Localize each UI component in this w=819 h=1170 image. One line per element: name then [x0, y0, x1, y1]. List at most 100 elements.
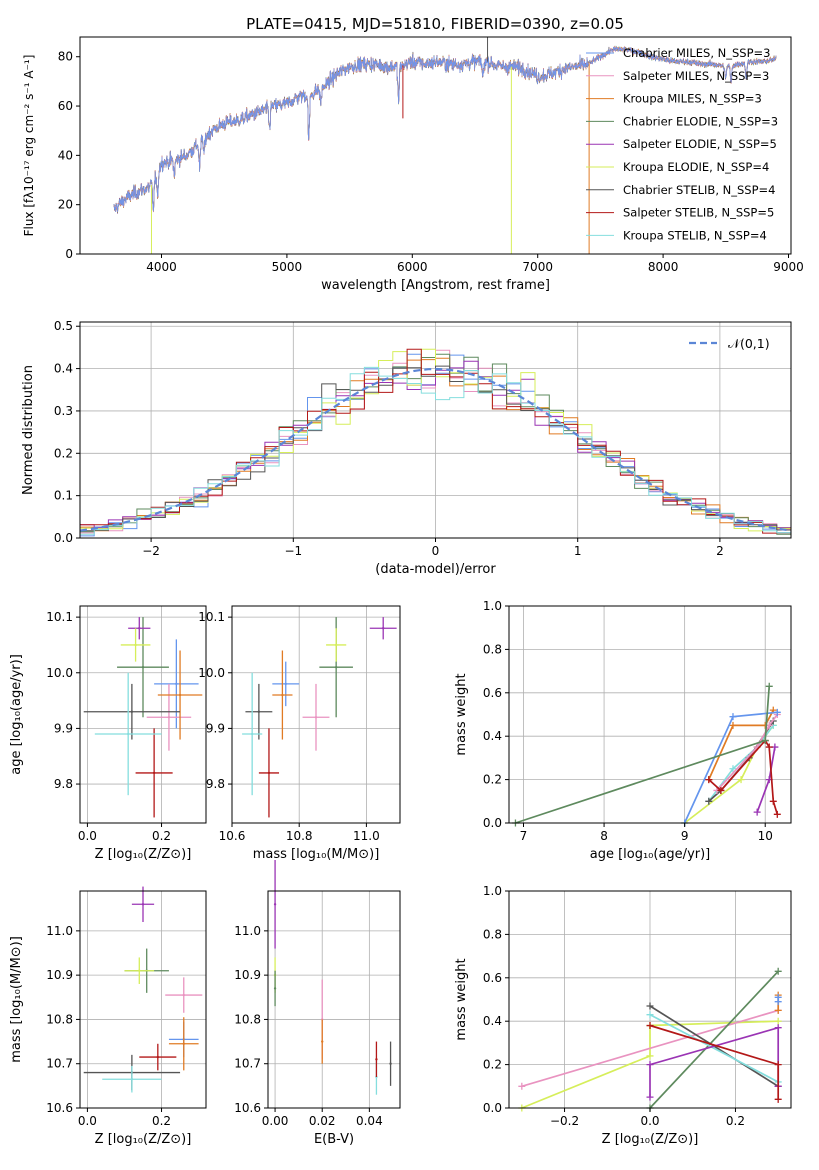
y-tick-label: 9.8 [54, 777, 73, 791]
data-point [141, 903, 145, 906]
y-tick-label: 10.7 [46, 1057, 73, 1071]
y-tick-label: 0.1 [54, 489, 73, 503]
weight-marker [753, 808, 761, 816]
x-tick-label: 0.00 [262, 1114, 289, 1128]
y-tick-label: 10.9 [234, 968, 261, 982]
legend-label: Kroupa ELODIE, N_SSP=4 [623, 160, 769, 174]
weight-marker [737, 776, 745, 784]
data-point [134, 643, 137, 647]
y-tick-label: 0.2 [483, 1058, 502, 1072]
weight-marker [773, 708, 781, 716]
y-axis-label: mass weight [454, 958, 469, 1040]
weight-marker [729, 765, 737, 773]
weight-marker [705, 776, 713, 784]
x-tick-label: 10 [758, 829, 773, 843]
x-tick-label: 8000 [648, 260, 679, 274]
x-tick-label: 10.8 [286, 829, 313, 843]
data-point [126, 732, 130, 736]
weight-marker [769, 797, 777, 805]
data-point [138, 969, 141, 972]
x-tick-label: 0.0 [78, 829, 97, 843]
y-tick-label: 0.2 [54, 446, 73, 460]
axes-frame-mass_vs_Z [79, 890, 207, 1109]
legend-label: Salpeter STELIB, N_SSP=5 [623, 206, 774, 220]
y-axis-label: age [log₁₀(age/yr)] [9, 654, 24, 775]
y-tick-label: 0 [65, 247, 73, 261]
legend-label: Kroupa MILES, N_SSP=3 [623, 92, 762, 106]
weight-marker [774, 1024, 782, 1032]
x-axis-label: Z [log₁₀(Z/Z⊙)] [95, 847, 192, 862]
y-tick-label: 0.8 [483, 927, 502, 941]
x-tick-label: 0.0 [78, 1114, 97, 1128]
y-tick-label: 0.0 [483, 816, 502, 830]
legend-label: Chabrier ELODIE, N_SSP=3 [623, 114, 778, 128]
data-point [250, 732, 254, 736]
y-tick-label: 10.0 [46, 666, 73, 680]
legend-label: Kroupa STELIB, N_SSP=4 [623, 228, 767, 242]
x-tick-label: 1 [574, 544, 582, 558]
data-point [138, 627, 141, 630]
x-tick-label: 7000 [522, 260, 553, 274]
y-tick-label: 60 [58, 99, 73, 113]
x-tick-label: 4000 [146, 260, 177, 274]
data-point [130, 1078, 134, 1081]
y-tick-label: 20 [58, 198, 73, 212]
axes-frame-mass_weight_vs_age [508, 605, 792, 824]
x-axis-label: wavelength [Angstrom, rest frame] [321, 278, 550, 293]
legend-label: Chabrier STELIB, N_SSP=4 [623, 183, 775, 197]
x-tick-label: 8 [600, 829, 608, 843]
y-tick-label: 10.1 [198, 610, 225, 624]
y-tick-label: 80 [58, 50, 73, 64]
x-tick-label: 11.0 [353, 829, 380, 843]
legend-label: Chabrier MILES, N_SSP=3 [623, 46, 770, 60]
data-point [273, 987, 277, 990]
x-axis-label: age [log₁₀(age/yr)] [590, 847, 711, 862]
weight-marker [646, 1002, 654, 1010]
weight-marker [773, 810, 781, 818]
weight-marker [774, 1095, 782, 1103]
y-tick-label: 9.9 [206, 721, 225, 735]
y-tick-label: 11.0 [234, 924, 261, 938]
x-tick-label: 9000 [773, 260, 804, 274]
weight-marker [774, 967, 782, 975]
x-axis-label: E(B-V) [314, 1132, 354, 1147]
legend-label-normal: 𝒩(0,1) [728, 336, 770, 351]
weight-line-kroupa_elodie [521, 1020, 779, 1109]
x-axis-label: Z [log₁₀(Z/Z⊙)] [95, 1132, 192, 1147]
data-point [156, 1055, 160, 1059]
axes-frame-spectrum [79, 36, 792, 255]
weight-marker [774, 993, 782, 1001]
weight-marker [646, 1061, 654, 1069]
y-axis-label: mass [log₁₀(M/M⊙)] [9, 936, 24, 1063]
normal-curve [79, 367, 792, 532]
x-tick-label: 0.02 [309, 1114, 336, 1128]
y-tick-label: 0.3 [54, 404, 73, 418]
y-tick-label: 1.0 [483, 884, 502, 898]
weight-marker [518, 1082, 526, 1090]
data-point [389, 1062, 392, 1065]
y-tick-label: 10.0 [198, 666, 225, 680]
data-point [284, 682, 287, 686]
data-point [267, 771, 271, 775]
y-tick-label: 9.8 [206, 777, 225, 791]
weight-marker [774, 1017, 782, 1025]
weight-line-salpeter_elodie [649, 1026, 780, 1098]
data-point [175, 682, 178, 686]
weight-marker [765, 682, 773, 690]
y-tick-label: 0.0 [54, 531, 73, 545]
data-point [152, 771, 156, 775]
y-tick-label: 0.0 [483, 1101, 502, 1115]
data-point [273, 903, 277, 906]
data-point [334, 666, 338, 669]
y-tick-label: 10.1 [46, 610, 73, 624]
x-tick-label: −2 [142, 544, 160, 558]
x-tick-label: 0.2 [726, 1114, 745, 1128]
chart-layer: 4000 5000 6000 7000 8000 9000020406080wavelen… [9, 36, 804, 1147]
y-tick-label: 11.0 [46, 924, 73, 938]
y-tick-label: 10.6 [234, 1101, 261, 1115]
x-tick-label: 0.2 [152, 1114, 171, 1128]
y-tick-label: 10.6 [46, 1101, 73, 1115]
spectrum-line-chabrier_miles [113, 45, 777, 213]
x-tick-label: 0.2 [152, 829, 171, 843]
